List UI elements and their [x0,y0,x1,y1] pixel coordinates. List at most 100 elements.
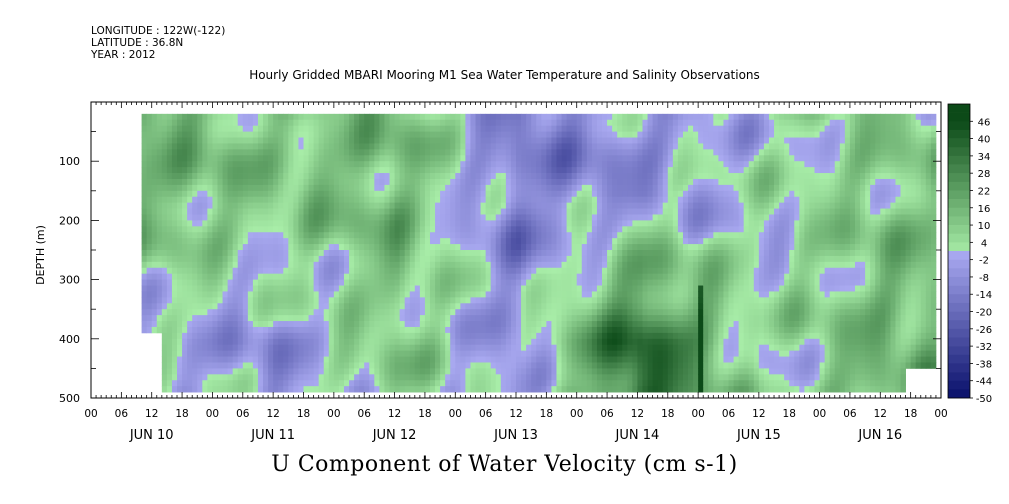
field-cell [182,173,188,180]
field-cell [374,196,380,204]
field-cell [151,291,158,298]
field-cell [521,232,527,239]
field-cell [318,250,325,257]
field-cell [171,244,178,251]
field-cell [591,149,598,156]
field-cell [247,214,254,221]
field-cell [202,279,208,286]
field-cell [338,350,345,357]
field-cell [394,208,401,215]
field-cell [268,338,274,346]
field-cell [343,291,350,298]
field-cell [642,344,648,352]
field-cell [591,131,598,138]
field-cell [227,285,234,292]
field-cell [359,297,365,304]
field-cell [657,119,664,127]
field-cell [510,255,517,263]
field-cell [202,131,208,138]
field-cell [237,332,244,340]
field-cell [627,196,633,204]
field-cell [384,309,390,316]
field-cell [551,386,557,393]
field-cell [338,368,345,375]
field-cell [460,362,466,369]
field-cell [450,362,456,369]
field-cell [394,261,401,269]
field-cell [364,315,370,322]
field-cell [571,184,578,192]
field-cell [455,190,461,198]
field-cell [192,326,198,334]
field-cell [161,214,168,221]
field-cell [450,350,456,357]
field-cell [278,143,284,150]
field-cell [414,374,421,381]
field-cell [677,137,684,144]
field-cell [293,261,299,269]
field-cell [455,220,461,227]
field-cell [338,184,345,192]
field-cell [505,315,512,322]
field-cell [414,244,421,251]
field-cell [561,125,567,132]
field-cell [308,238,315,245]
field-cell [192,232,198,239]
field-cell [247,356,254,363]
field-cell [293,202,299,209]
field-cell [672,344,679,352]
field-cell [187,303,193,310]
field-cell [338,315,345,322]
field-cell [187,374,193,381]
field-cell [333,309,340,316]
field-cell [541,161,547,168]
field-cell [293,368,299,375]
field-cell [642,173,648,180]
field-cell [409,386,416,393]
field-cell [677,303,684,310]
field-cell [581,214,588,221]
field-cell [192,250,198,257]
field-cell [349,386,355,393]
field-cell [576,315,583,322]
field-cell [445,273,451,280]
field-cell [298,250,304,257]
field-cell [374,226,380,233]
field-cell [384,125,390,132]
field-cell [435,113,441,121]
field-cell [602,332,608,340]
field-cell [328,149,335,156]
field-cell [338,214,345,221]
field-cell [182,368,188,375]
field-cell [566,119,573,127]
field-cell [349,315,355,322]
field-cell [440,338,446,346]
field-cell [617,344,623,352]
field-cell [521,285,527,292]
field-cell [338,131,345,138]
field-cell [232,303,239,310]
field-cell [369,220,375,227]
field-cell [374,131,380,138]
field-cell [217,344,223,352]
field-cell [637,344,643,352]
field-cell [424,208,431,215]
field-cell [318,362,325,369]
field-cell [227,131,234,138]
field-cell [394,332,401,340]
field-cell [495,161,502,168]
field-cell [247,315,254,322]
field-cell [166,374,173,381]
field-cell [419,255,426,263]
field-cell [531,119,537,127]
field-cell [576,303,583,310]
field-cell [374,208,380,215]
field-cell [602,326,608,334]
field-cell [612,350,618,357]
field-cell [278,208,284,215]
field-cell [257,173,264,180]
field-cell [622,386,628,393]
field-cell [470,255,476,263]
field-cell [465,155,471,162]
field-cell [551,309,557,316]
